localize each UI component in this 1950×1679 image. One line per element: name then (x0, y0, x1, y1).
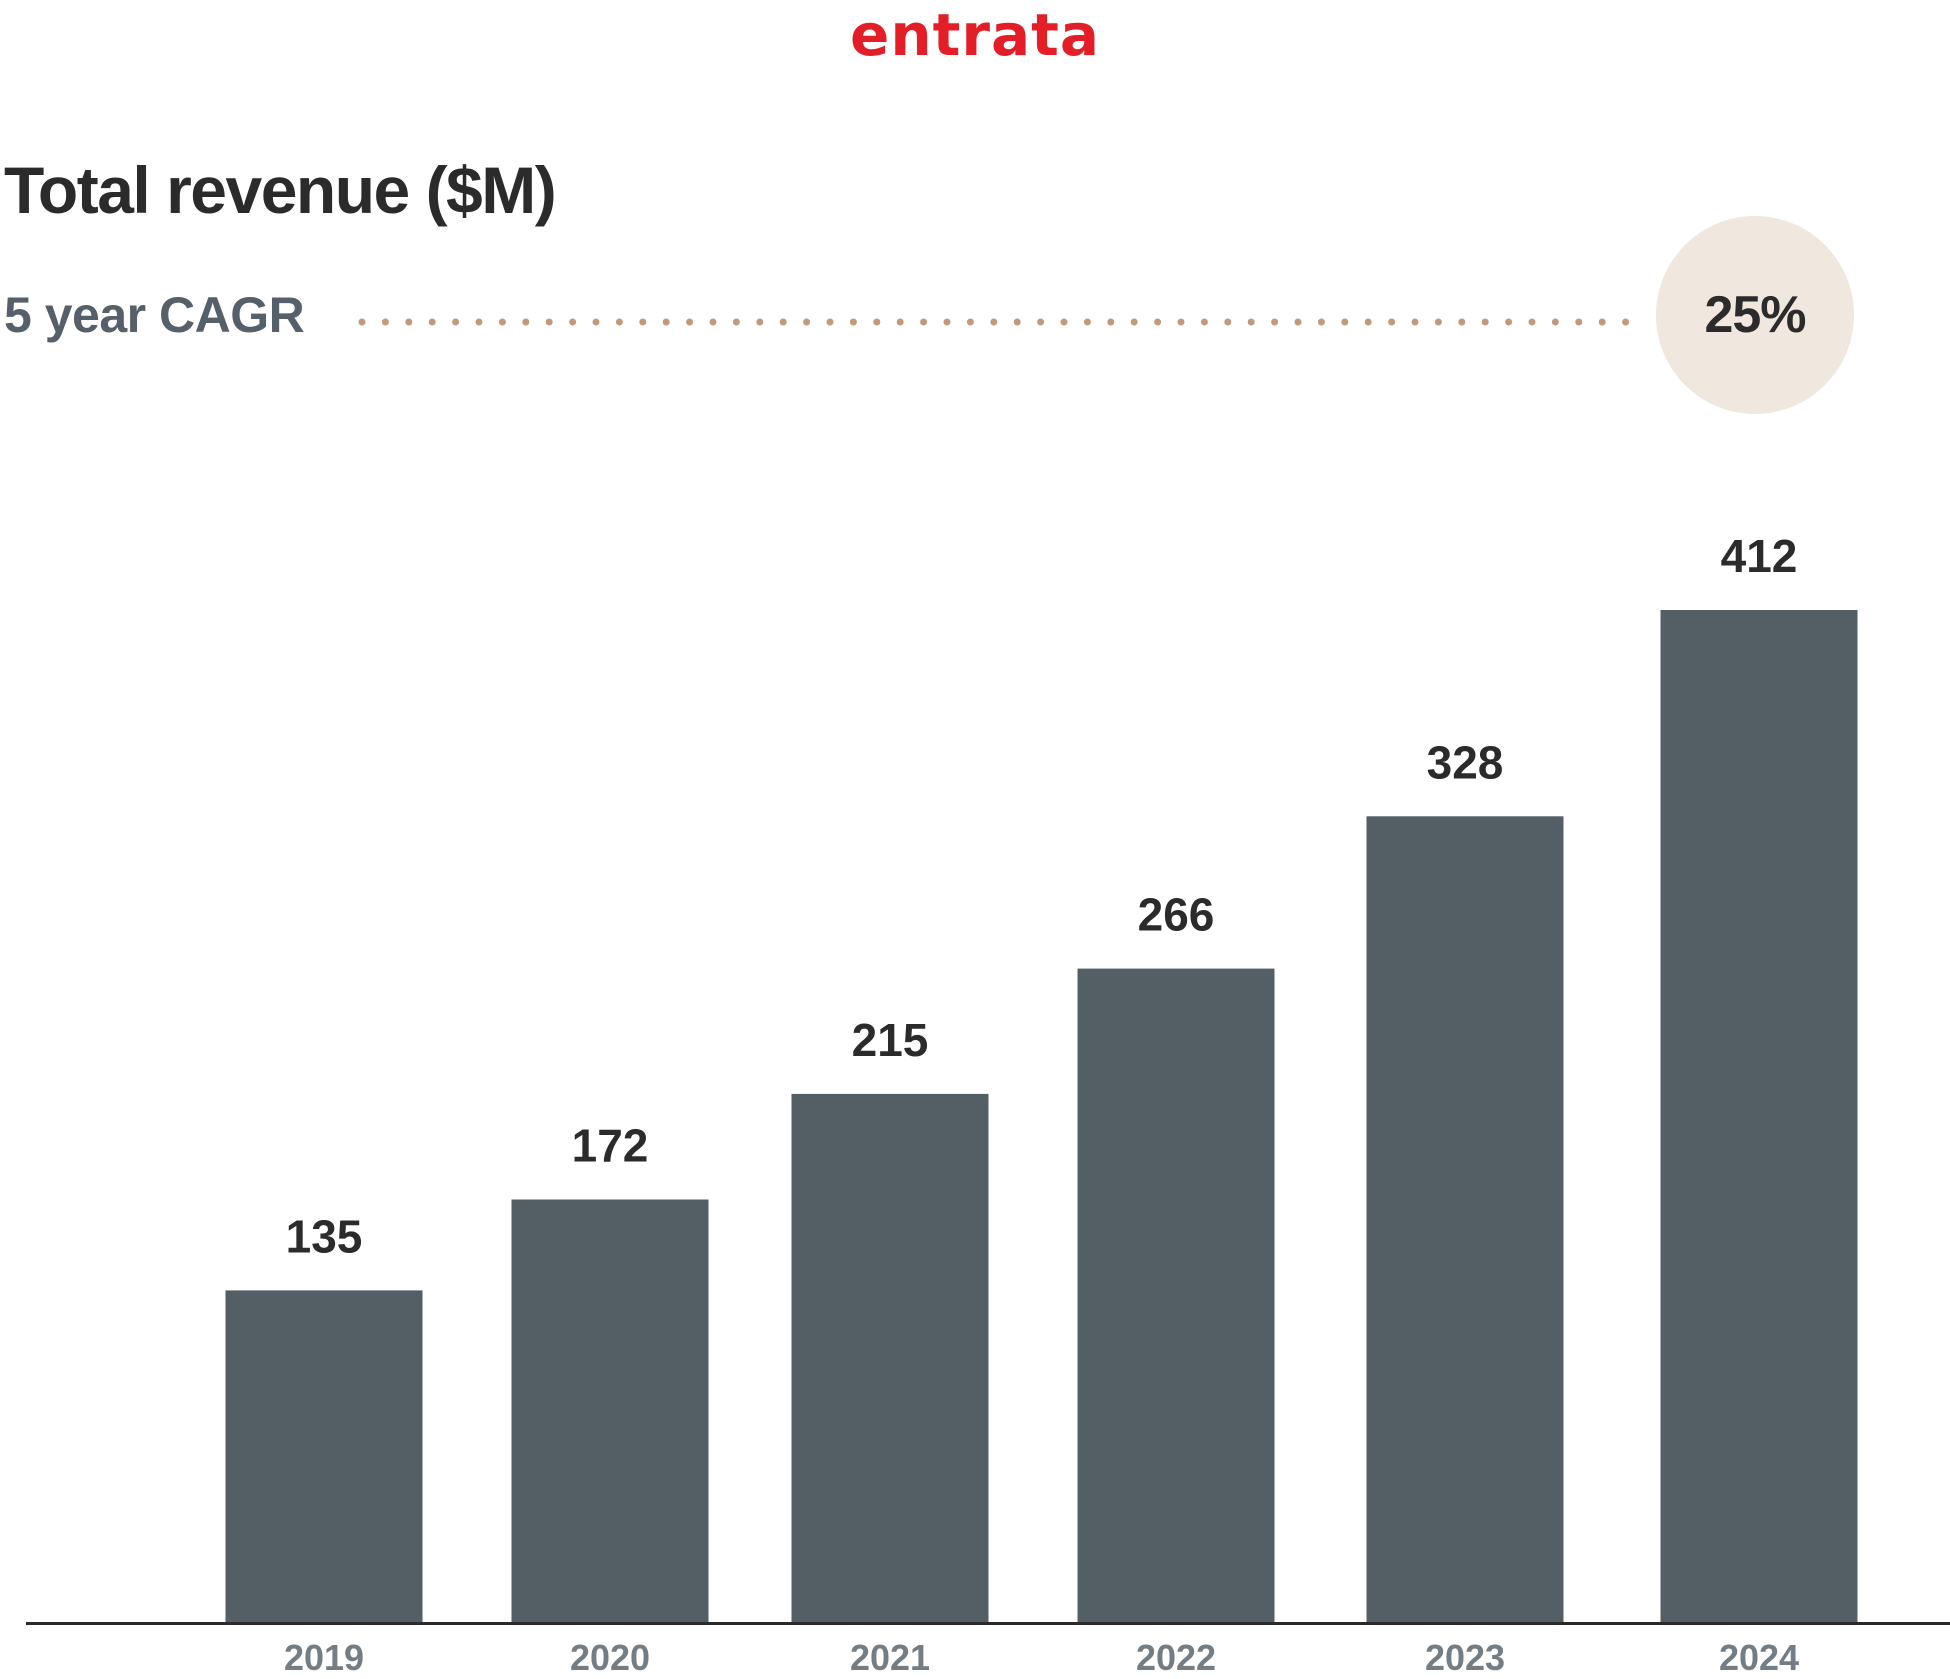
value-label-2021: 215 (852, 1014, 929, 1066)
bar-2022 (1077, 968, 1275, 1622)
value-label-2024: 412 (1721, 530, 1798, 582)
value-label-2020: 172 (572, 1120, 649, 1172)
cagr-value: 25% (1704, 286, 1806, 344)
x-tick-2022: 2022 (1136, 1637, 1216, 1678)
cagr-label: 5 year CAGR (4, 287, 305, 343)
chart-title: Total revenue ($M) (4, 153, 557, 227)
x-tick-2023: 2023 (1425, 1637, 1505, 1678)
x-tick-2024: 2024 (1719, 1637, 1799, 1678)
x-tick-2019: 2019 (284, 1637, 364, 1678)
x-tick-2021: 2021 (850, 1637, 930, 1678)
value-label-2022: 266 (1138, 889, 1215, 941)
value-label-2019: 135 (286, 1210, 363, 1262)
bar-2023 (1366, 816, 1564, 1622)
x-tick-2020: 2020 (570, 1637, 650, 1678)
bar-2021 (791, 1093, 989, 1622)
bar-2019 (225, 1290, 423, 1622)
entrata-logo: entrata (850, 1, 1100, 69)
bar-2020 (511, 1199, 709, 1622)
value-label-2023: 328 (1427, 736, 1504, 788)
cagr-dotted-leader (358, 318, 1640, 326)
bar-2024 (1660, 610, 1858, 1622)
cagr-badge: 25% (1656, 216, 1854, 414)
